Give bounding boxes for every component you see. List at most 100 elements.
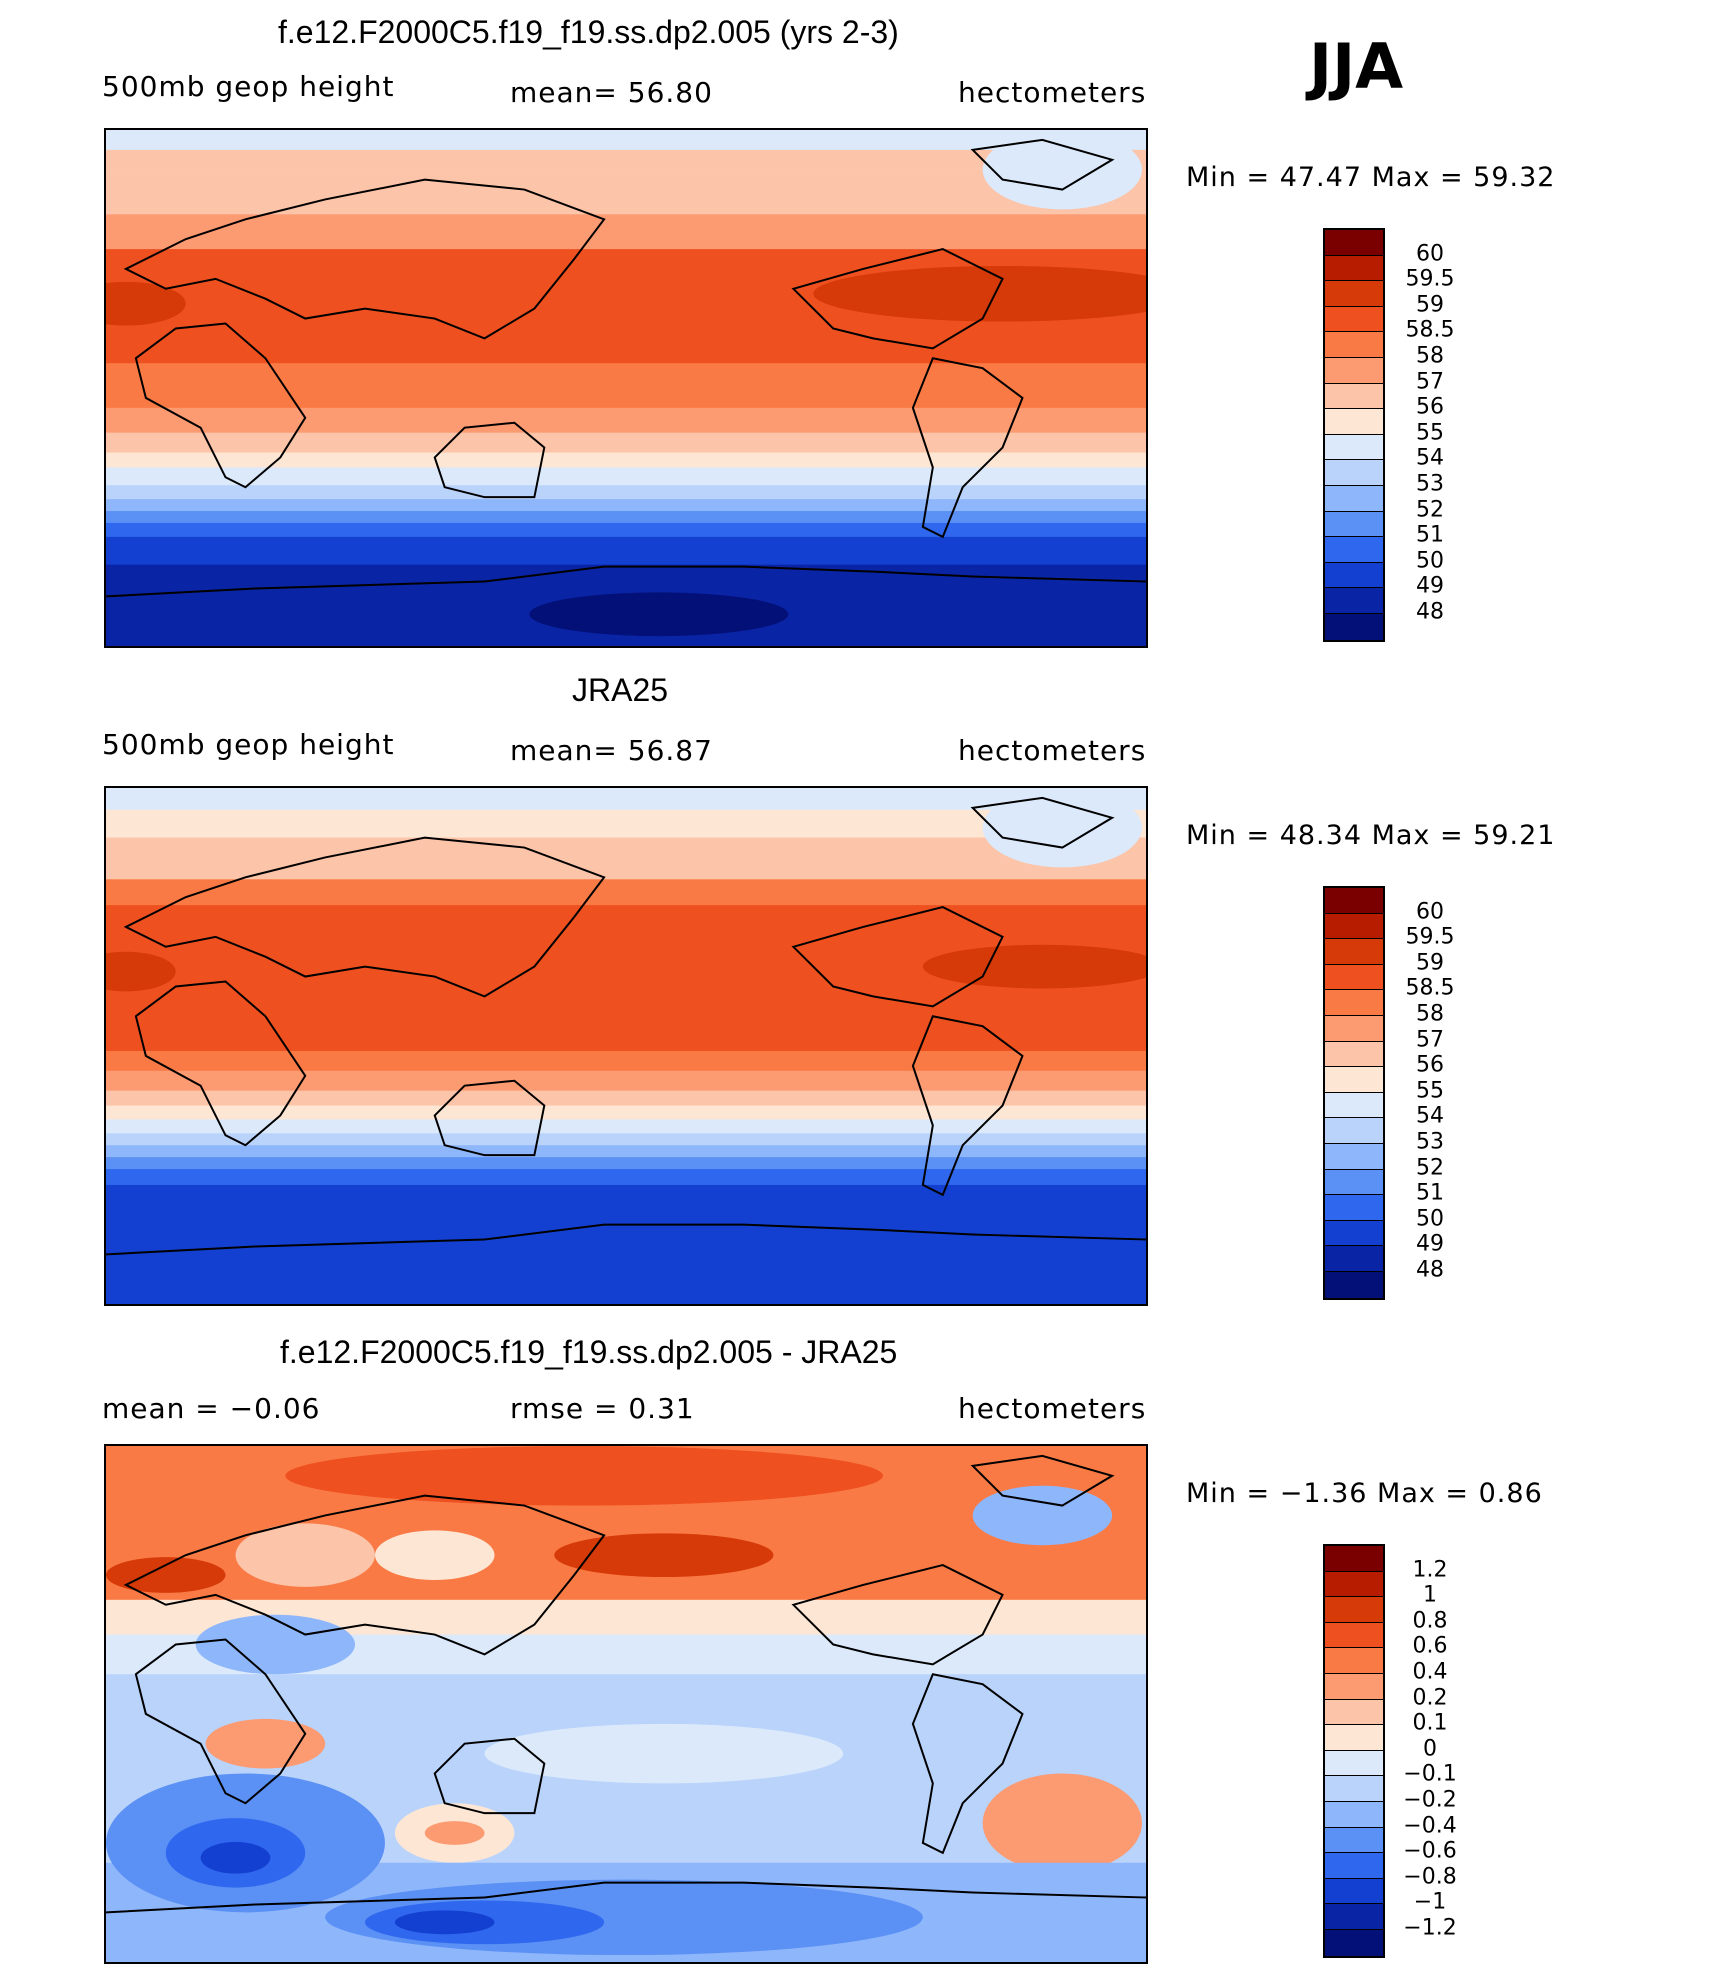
colorbar-label: 1.2: [1412, 1557, 1448, 1583]
colorbar-label: 0.4: [1412, 1659, 1448, 1685]
colorbar-label: 49: [1416, 573, 1444, 599]
colorbar-label: 52: [1416, 1155, 1444, 1181]
colorbar-label: 0.1: [1412, 1710, 1448, 1736]
colorbar-swatch: [1325, 1622, 1383, 1649]
colorbar-label: 0: [1423, 1736, 1437, 1762]
contour-map: [104, 786, 1148, 1306]
contour-map: [104, 1444, 1148, 1964]
colorbar-label: 52: [1416, 497, 1444, 523]
colorbar-swatch: [1325, 281, 1383, 307]
variable-label: 500mb geop height: [102, 728, 395, 761]
panel-title: JRA25: [572, 672, 669, 708]
mean-label: mean= 56.80: [510, 76, 713, 109]
colorbar-label: 48: [1416, 599, 1444, 625]
colorbar-swatch: [1325, 1776, 1383, 1802]
colorbar-swatch: [1325, 1853, 1383, 1879]
colorbar-swatch: [1325, 306, 1383, 333]
colorbar-label: 58: [1416, 343, 1444, 369]
colorbar-label: 50: [1416, 1206, 1444, 1232]
colorbar-label: 60: [1416, 899, 1444, 925]
colorbar-swatch: [1325, 964, 1383, 991]
colorbar-swatch: [1325, 1673, 1383, 1700]
colorbar-swatch: [1325, 990, 1383, 1016]
colorbar-label: −0.1: [1403, 1761, 1457, 1787]
min-max-label: Min = 47.47 Max = 59.32: [1186, 162, 1556, 193]
colorbar-swatch: [1325, 1648, 1383, 1674]
mean-label: mean= 56.87: [510, 734, 713, 767]
colorbar-label: 58.5: [1405, 317, 1455, 343]
colorbar-label: 56: [1416, 394, 1444, 420]
panel-title: f.e12.F2000C5.f19_f19.ss.dp2.005 - JRA25: [280, 1334, 898, 1370]
colorbar-swatch: [1325, 1169, 1383, 1196]
colorbar-swatch: [1325, 1878, 1383, 1905]
min-max-label: Min = −1.36 Max = 0.86: [1186, 1478, 1543, 1509]
colorbar-label: 58.5: [1405, 975, 1455, 1001]
colorbar-swatch: [1325, 588, 1383, 614]
colorbar-label: 1: [1423, 1582, 1437, 1608]
colorbar-swatch: [1325, 1220, 1383, 1247]
colorbar-swatch: [1325, 1827, 1383, 1854]
colorbar-swatch: [1325, 1904, 1383, 1930]
colorbar-label: 50: [1416, 548, 1444, 574]
colorbar-swatch: [1325, 485, 1383, 512]
colorbar-swatch: [1325, 537, 1383, 563]
map-canvas: [106, 788, 1146, 1304]
rmse-label: rmse = 0.31: [510, 1392, 695, 1425]
colorbar-swatch: [1325, 888, 1383, 914]
units-label: hectometers: [958, 734, 1147, 767]
colorbar-swatch: [1325, 939, 1383, 965]
min-max-label: Min = 48.34 Max = 59.21: [1186, 820, 1556, 851]
colorbar-label: 59: [1416, 292, 1444, 318]
colorbar-label: 0.2: [1412, 1685, 1448, 1711]
colorbar-swatch: [1325, 1929, 1383, 1956]
colorbar-swatch: [1325, 230, 1383, 256]
colorbar-swatch: [1325, 383, 1383, 410]
colorbar-label: −1: [1413, 1889, 1447, 1915]
contour-map: [104, 128, 1148, 648]
colorbar-label: 59.5: [1405, 266, 1455, 292]
map-canvas: [106, 1446, 1146, 1962]
colorbar-swatch: [1325, 913, 1383, 940]
colorbar-label: −0.6: [1403, 1838, 1457, 1864]
colorbar-label: 56: [1416, 1052, 1444, 1078]
season-label: JJA: [1309, 30, 1404, 103]
colorbar-label: 57: [1416, 1027, 1444, 1053]
colorbar-swatch: [1325, 1246, 1383, 1272]
colorbar-swatch: [1325, 1015, 1383, 1042]
colorbar-label: 51: [1416, 522, 1444, 548]
colorbar-label: 54: [1416, 1103, 1444, 1129]
colorbar-label: 55: [1416, 1078, 1444, 1104]
colorbar-swatch: [1325, 1597, 1383, 1623]
colorbar-swatch: [1325, 1699, 1383, 1726]
units-label: hectometers: [958, 1392, 1147, 1425]
colorbar-label: 53: [1416, 471, 1444, 497]
colorbar-swatch: [1325, 511, 1383, 538]
colorbar-label: 53: [1416, 1129, 1444, 1155]
colorbar-swatch: [1325, 613, 1383, 640]
colorbar-label: 54: [1416, 445, 1444, 471]
colorbar-swatch: [1325, 1092, 1383, 1119]
colorbar-swatch: [1325, 409, 1383, 435]
colorbar-swatch: [1325, 1801, 1383, 1828]
colorbar-swatch: [1325, 1143, 1383, 1170]
colorbar-label: 57: [1416, 369, 1444, 395]
colorbar-label: 51: [1416, 1180, 1444, 1206]
colorbar-swatch: [1325, 1041, 1383, 1068]
colorbar-swatch: [1325, 255, 1383, 282]
mean-label: mean = −0.06: [102, 1392, 321, 1425]
colorbar-label: 0.8: [1412, 1608, 1448, 1634]
colorbar-swatch: [1325, 1571, 1383, 1598]
colorbar-swatch: [1325, 434, 1383, 461]
colorbar-label: −0.4: [1403, 1813, 1457, 1839]
colorbar-label: 59: [1416, 950, 1444, 976]
colorbar-label: 49: [1416, 1231, 1444, 1257]
colorbar-swatch: [1325, 1750, 1383, 1777]
colorbar-swatch: [1325, 460, 1383, 486]
units-label: hectometers: [958, 76, 1147, 109]
colorbar-label: 55: [1416, 420, 1444, 446]
colorbar-label: −0.2: [1403, 1787, 1457, 1813]
colorbar-swatch: [1325, 357, 1383, 384]
colorbar-label: 58: [1416, 1001, 1444, 1027]
colorbar-swatch: [1325, 1271, 1383, 1298]
colorbar-label: 59.5: [1405, 924, 1455, 950]
